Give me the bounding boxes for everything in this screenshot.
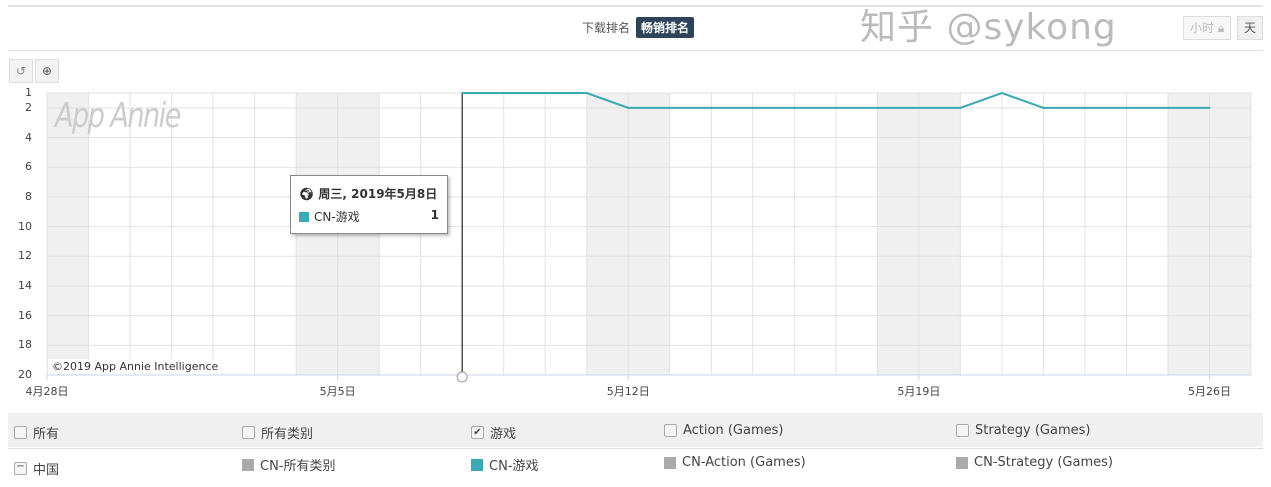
legend-cn-strategy[interactable]: CN-Strategy (Games) [956,455,1113,470]
y-tick-label: 1 [25,86,32,99]
y-tick-label: 10 [18,219,32,233]
label: Strategy (Games) [975,423,1091,438]
zoom-in-icon: ⊕ [41,64,53,78]
label: CN-所有类别 [260,459,336,474]
data-point [710,106,713,109]
country-china-toggle[interactable]: − 中国 [14,459,59,478]
data-point [834,106,837,109]
series-legend-row: − 中国 CN-所有类别 CN-游戏 CN-Action (Games) CN-S… [8,448,1263,483]
checkbox[interactable] [14,426,27,439]
y-tick-label: 6 [25,160,32,174]
weekend-band [47,93,89,375]
y-tick-label: 2 [25,100,32,114]
label: CN-Action (Games) [682,455,806,470]
label: CN-游戏 [489,459,539,474]
tab-downloads-rank[interactable]: 下载排名 [582,21,631,35]
y-tick-label: 18 [18,338,32,352]
checkbox[interactable] [242,426,255,439]
data-point [1000,92,1003,94]
weekend-band [628,93,670,375]
daily-button[interactable]: 天 [1237,16,1264,40]
swatch [242,458,254,471]
undo-icon: ↺ [15,64,27,78]
zoom-button[interactable]: ⊕ [35,59,59,83]
tab-grossing-rank[interactable]: 畅销排名 [636,17,695,38]
hourly-button[interactable]: 小时 🔒︎ [1183,16,1232,40]
filter-games[interactable]: ✔ 游戏 [471,423,516,442]
app-annie-watermark: App Annie [55,96,181,136]
data-point [544,92,547,94]
filter-strategy-games[interactable]: Strategy (Games) [956,423,1090,438]
label: 游戏 [490,427,517,442]
chart-tooltip: 🌍︎ 周三, 2019年5月8日 CN-游戏 1 [290,175,448,234]
top-divider [8,5,1263,7]
label: Action (Games) [683,423,784,438]
y-tick-label: 12 [18,249,32,263]
data-point [793,106,796,109]
weekend-band [586,93,629,375]
zhihu-watermark: 知乎 @sykong [860,7,1117,48]
checkbox[interactable] [664,424,677,437]
legend-cn-games[interactable]: CN-游戏 [471,455,539,474]
collapse-icon[interactable]: − [14,462,27,475]
data-point [1166,106,1169,109]
x-tick-label: 5月26日 [1187,385,1231,398]
tooltip-value: 1 [430,208,439,222]
series-swatch [299,211,309,222]
swatch [471,458,483,471]
data-point [917,106,920,109]
checkbox[interactable] [956,424,969,437]
y-tick-label: 20 [18,368,32,381]
data-point [461,92,464,94]
weekend-band [918,93,961,375]
data-point [876,106,879,109]
y-tick-label: 8 [25,189,32,203]
weekend-band [1209,93,1251,375]
tooltip-series: CN-游戏 [314,210,360,224]
y-tick-label: 4 [25,130,32,144]
label: 所有 [33,427,60,442]
data-point [751,106,754,109]
tooltip-date: 周三, 2019年5月8日 [318,187,438,201]
y-tick-label: 16 [18,308,32,322]
reset-zoom-button[interactable]: ↺ [9,59,33,83]
weekend-band [1167,93,1210,375]
filter-action-games[interactable]: Action (Games) [664,423,783,438]
x-tick-label: 5月19日 [897,385,941,398]
header-divider [8,50,1263,51]
data-point [1208,106,1211,109]
data-point [1083,106,1086,109]
data-point [585,92,588,94]
filter-all-categories[interactable]: 所有类别 [242,423,313,442]
checkbox-checked[interactable]: ✔ [471,426,484,439]
country-label: 中国 [33,463,60,478]
weekend-band [296,93,338,375]
globe-icon: 🌍︎ [299,187,315,201]
legend-cn-action[interactable]: CN-Action (Games) [664,455,806,470]
hourly-label: 小时 [1190,21,1215,35]
y-tick-label: 14 [18,278,32,292]
rank-chart[interactable] [0,0,1271,410]
data-point [668,106,671,109]
lock-icon: 🔒︎ [1217,21,1225,35]
weekend-band [337,93,380,375]
label: 所有类别 [261,427,314,442]
data-point [959,106,962,109]
x-tick-label: 5月12日 [606,385,650,398]
copyright-credit: ©2019 App Annie Intelligence [48,359,223,374]
category-filter-row: 所有 所有类别 ✔ 游戏 Action (Games) Strategy (Gam… [8,413,1263,447]
data-point [502,92,505,94]
data-point [1125,106,1128,109]
legend-cn-all[interactable]: CN-所有类别 [242,455,336,474]
crosshair-handle [456,371,468,383]
label: CN-Strategy (Games) [974,455,1113,470]
swatch [664,456,676,469]
weekend-band [877,93,919,375]
data-point [1042,106,1045,109]
data-point [627,106,630,109]
x-tick-label: 4月28日 [25,385,69,398]
x-tick-label: 5月5日 [319,385,356,398]
filter-all[interactable]: 所有 [14,423,59,442]
swatch [956,456,968,469]
